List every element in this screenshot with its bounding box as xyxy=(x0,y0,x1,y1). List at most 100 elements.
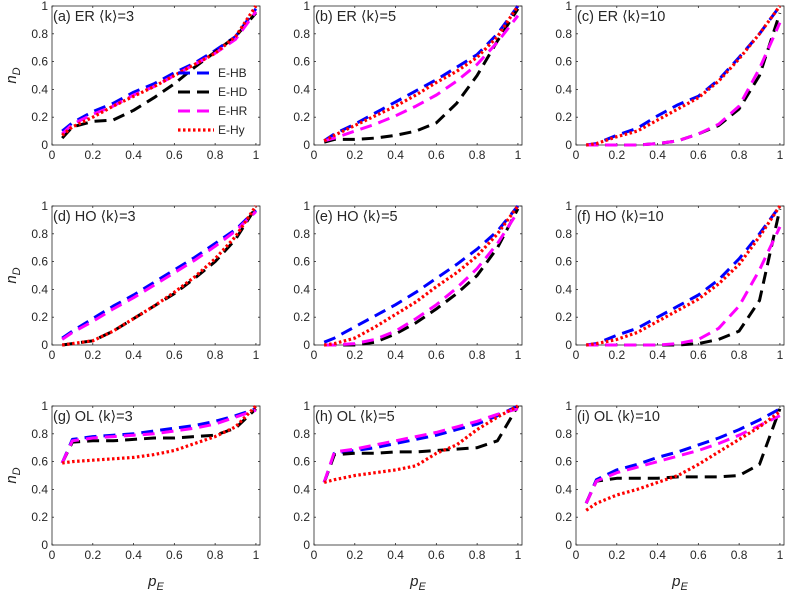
y-tick-label: 1 xyxy=(303,0,310,13)
y-axis-label-main: n xyxy=(3,75,20,83)
x-tick-label: 0.8 xyxy=(731,348,748,362)
series-line-e-hy xyxy=(61,404,258,465)
panel-title: (d) HO ⟨k⟩=3 xyxy=(53,209,136,225)
x-tick-label: 0 xyxy=(49,148,56,162)
y-tick-label: 1 xyxy=(565,199,572,213)
y-axis-label-sub: D xyxy=(11,267,23,275)
x-axis-label-sub: E xyxy=(419,581,427,593)
y-tick-label: 0 xyxy=(565,138,572,152)
x-tick-label: 1 xyxy=(515,148,522,162)
x-tick-label: 0.8 xyxy=(469,348,486,362)
x-tick-label: 0.8 xyxy=(207,148,224,162)
x-tick-label: 0 xyxy=(573,548,580,562)
panel-e: 0 0.2 0.4 0.6 0.8 1 0 0.2 0.4 0.6 0.8 1 (e) HO ⟨k⟩=5 xyxy=(293,199,523,362)
x-axis-label-sub: E xyxy=(157,581,165,593)
y-tick-label: 0.8 xyxy=(555,227,572,241)
y-axis-label-main: n xyxy=(3,275,20,283)
y-tick-label: 0 xyxy=(565,338,572,352)
x-tick-label: 0.2 xyxy=(608,548,625,562)
y-tick-label: 0.4 xyxy=(555,482,572,496)
y-tick-label: 0.4 xyxy=(555,282,572,296)
series-group xyxy=(585,5,782,147)
panel-b: 0 0.2 0.4 0.6 0.8 1 0 0.2 0.4 0.6 0.8 1 (b) ER ⟨k⟩=5 xyxy=(293,0,523,162)
series-group xyxy=(584,407,782,512)
x-axis-label-main: p xyxy=(409,573,418,590)
legend-label-e-hd: E-HD xyxy=(218,85,248,99)
y-tick-label: 0.2 xyxy=(31,310,48,324)
x-tick-label: 0.6 xyxy=(690,348,707,362)
x-tick-label: 1 xyxy=(777,348,784,362)
series-group xyxy=(323,205,520,347)
x-tick-label: 0.4 xyxy=(387,548,404,562)
legend-label-e-hr: E-HR xyxy=(218,104,248,118)
y-tick-label: 1 xyxy=(41,399,48,413)
series-line-e-hy xyxy=(585,205,782,347)
x-tick-label: 0.2 xyxy=(608,148,625,162)
x-tick-label: 0.2 xyxy=(346,148,363,162)
series-line-e-hb xyxy=(61,209,257,340)
series-line-e-hr xyxy=(323,14,520,143)
y-tick-label: 0.6 xyxy=(293,55,310,69)
series-line-e-hb xyxy=(585,5,782,147)
x-tick-label: 0.8 xyxy=(469,148,486,162)
x-tick-label: 0.6 xyxy=(166,348,183,362)
x-axis-label-sub: E xyxy=(681,581,689,593)
series-group xyxy=(322,404,520,484)
x-tick-label: 1 xyxy=(253,348,260,362)
series-group xyxy=(61,205,258,347)
x-tick-label: 0.4 xyxy=(649,148,666,162)
x-tick-label: 1 xyxy=(253,148,260,162)
series-line-e-hd xyxy=(61,12,258,140)
x-tick-label: 0 xyxy=(49,348,56,362)
panel-d: 0 0.2 0.4 0.6 0.8 1 0 0.2 0.4 0.6 0.8 1 (d) HO ⟨k⟩=3… xyxy=(3,199,261,362)
x-tick-label: 1 xyxy=(515,348,522,362)
y-tick-label: 0.6 xyxy=(555,55,572,69)
x-tick-label: 0.8 xyxy=(731,148,748,162)
y-tick-label: 0.8 xyxy=(555,427,572,441)
panel-h: 0 0.2 0.4 0.6 0.8 1 0 0.2 0.4 0.6 0.8 1 (h) OL ⟨k⟩=5 xyxy=(293,399,523,562)
x-axis-label: pE xyxy=(409,573,426,593)
y-axis-label: nD xyxy=(3,67,23,83)
x-tick-label: 0.6 xyxy=(166,148,183,162)
y-axis-label-sub: D xyxy=(11,67,23,75)
y-tick-label: 0.6 xyxy=(555,455,572,469)
y-tick-label: 0 xyxy=(303,538,310,552)
series-group xyxy=(61,5,258,140)
y-tick-label: 0.8 xyxy=(31,27,48,41)
y-tick-label: 0.8 xyxy=(293,227,310,241)
y-tick-label: 0.6 xyxy=(31,55,48,69)
x-tick-label: 0 xyxy=(311,548,318,562)
series-line-e-hb xyxy=(323,205,520,344)
legend-label-e-hy: E-Hy xyxy=(218,123,245,137)
y-axis-label-sub: D xyxy=(11,467,23,475)
legend-label-e-hb: E-HB xyxy=(218,66,247,80)
y-tick-label: 0.8 xyxy=(31,427,48,441)
y-tick-label: 1 xyxy=(303,199,310,213)
x-tick-label: 1 xyxy=(777,548,784,562)
y-tick-label: 1 xyxy=(565,0,572,13)
x-tick-label: 0.8 xyxy=(207,348,224,362)
y-tick-label: 0.2 xyxy=(555,510,572,524)
y-tick-label: 0.2 xyxy=(293,510,310,524)
y-axis-label: nD xyxy=(3,467,23,483)
x-tick-label: 0.8 xyxy=(207,548,224,562)
y-tick-label: 0.8 xyxy=(31,227,48,241)
series-line-e-hr xyxy=(586,226,782,347)
y-tick-label: 0.2 xyxy=(31,510,48,524)
x-tick-label: 0.6 xyxy=(428,548,445,562)
axes-box xyxy=(575,205,785,346)
x-tick-label: 0.2 xyxy=(608,348,625,362)
y-tick-label: 1 xyxy=(303,399,310,413)
y-tick-label: 0.4 xyxy=(31,82,48,96)
series-line-e-hd xyxy=(322,405,520,483)
x-tick-label: 0.2 xyxy=(346,348,363,362)
y-tick-label: 0.6 xyxy=(31,455,48,469)
series-line-e-hr xyxy=(586,22,782,147)
x-tick-label: 0.4 xyxy=(125,548,142,562)
x-tick-label: 0.6 xyxy=(690,548,707,562)
x-axis-label-main: p xyxy=(671,573,680,590)
x-tick-label: 0.8 xyxy=(469,548,486,562)
x-tick-label: 0.4 xyxy=(125,348,142,362)
panel-a: 0 0.2 0.4 0.6 0.8 1 0 0.2 0.4 0.6 0.8 1 (a) ER ⟨k⟩=3… xyxy=(3,0,261,162)
